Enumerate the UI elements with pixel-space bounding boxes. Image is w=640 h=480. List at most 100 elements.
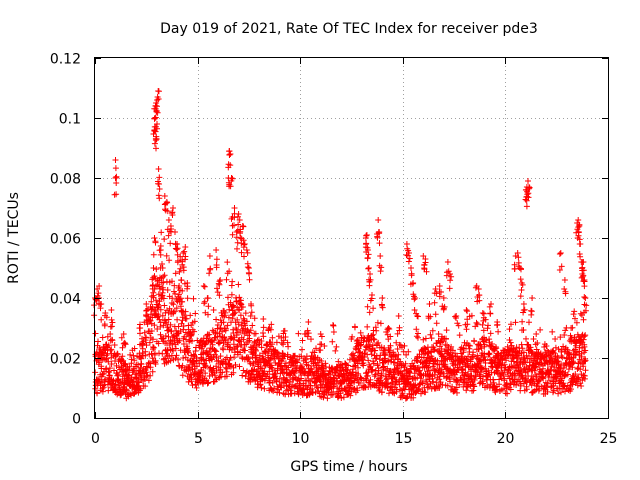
data-point bbox=[224, 365, 230, 372]
data-point bbox=[243, 318, 250, 325]
data-point bbox=[349, 333, 356, 340]
data-point bbox=[170, 301, 177, 308]
data-point bbox=[287, 387, 294, 394]
y-tick-label: 0.06 bbox=[50, 232, 81, 248]
data-point bbox=[258, 375, 265, 382]
data-point bbox=[338, 395, 345, 401]
data-point bbox=[106, 372, 113, 379]
data-point bbox=[236, 307, 243, 314]
data-point bbox=[189, 338, 195, 344]
data-point bbox=[142, 383, 149, 390]
y-tick-label: 0.1 bbox=[59, 112, 81, 128]
data-point bbox=[159, 312, 166, 319]
data-point bbox=[107, 331, 114, 337]
data-point bbox=[217, 325, 224, 331]
data-point bbox=[127, 351, 134, 358]
data-point bbox=[233, 298, 240, 305]
data-point bbox=[357, 329, 364, 336]
data-point bbox=[233, 344, 240, 351]
data-point bbox=[119, 344, 126, 351]
data-point bbox=[214, 285, 220, 292]
data-point bbox=[333, 375, 340, 382]
data-point bbox=[156, 285, 163, 292]
data-point bbox=[251, 338, 258, 345]
data-point bbox=[167, 357, 174, 364]
data-point bbox=[169, 278, 175, 285]
data-point bbox=[163, 252, 170, 259]
data-point bbox=[299, 346, 305, 353]
data-point bbox=[242, 347, 248, 354]
data-point bbox=[235, 337, 242, 344]
data-point bbox=[171, 308, 178, 315]
data-point bbox=[313, 383, 320, 389]
data-point bbox=[351, 352, 358, 359]
data-point bbox=[200, 356, 207, 363]
data-point bbox=[198, 368, 205, 375]
data-point bbox=[92, 369, 99, 376]
data-point bbox=[223, 373, 230, 380]
data-point bbox=[95, 338, 101, 345]
data-point bbox=[313, 345, 319, 352]
data-point bbox=[141, 329, 148, 336]
data-point bbox=[130, 352, 137, 359]
data-point bbox=[144, 364, 151, 371]
data-point bbox=[166, 257, 173, 264]
data-point bbox=[278, 384, 285, 391]
data-point bbox=[146, 339, 153, 346]
data-point bbox=[345, 362, 352, 369]
data-point bbox=[202, 363, 209, 370]
data-point bbox=[242, 310, 249, 317]
data-point bbox=[234, 343, 241, 350]
data-point bbox=[291, 370, 298, 377]
data-point bbox=[145, 359, 152, 366]
data-point bbox=[108, 361, 115, 367]
data-point bbox=[179, 362, 186, 369]
data-point bbox=[192, 310, 199, 317]
data-point bbox=[227, 363, 234, 370]
data-point bbox=[99, 334, 106, 341]
data-point bbox=[230, 303, 237, 310]
data-point bbox=[175, 356, 182, 363]
data-point bbox=[152, 308, 159, 315]
data-point bbox=[268, 321, 275, 328]
data-point bbox=[179, 372, 186, 379]
data-point bbox=[152, 361, 159, 367]
data-point bbox=[355, 364, 361, 371]
data-point bbox=[193, 384, 200, 391]
data-point bbox=[261, 385, 268, 392]
chart-title: Day 019 of 2021, Rate Of TEC Index for r… bbox=[160, 21, 538, 37]
data-point bbox=[159, 289, 166, 296]
data-point bbox=[153, 266, 160, 273]
data-point bbox=[236, 338, 243, 345]
data-point bbox=[128, 356, 135, 363]
data-point bbox=[106, 365, 113, 372]
y-tick-label: 0.08 bbox=[50, 172, 81, 188]
data-point bbox=[162, 333, 169, 339]
data-point bbox=[105, 342, 112, 349]
data-point bbox=[302, 356, 309, 363]
data-point bbox=[105, 368, 112, 375]
data-points bbox=[91, 88, 590, 402]
data-point bbox=[347, 392, 354, 399]
data-point bbox=[182, 308, 189, 315]
data-point bbox=[331, 383, 337, 389]
data-point bbox=[155, 340, 162, 347]
data-point bbox=[188, 374, 195, 381]
data-point bbox=[147, 364, 154, 371]
data-point bbox=[157, 319, 164, 326]
data-point bbox=[131, 357, 138, 364]
data-point bbox=[205, 379, 212, 386]
data-point bbox=[230, 330, 237, 336]
data-point bbox=[232, 309, 239, 316]
y-tick-label: 0.02 bbox=[50, 352, 81, 368]
data-point bbox=[324, 395, 331, 402]
data-point bbox=[246, 335, 253, 342]
data-point bbox=[143, 373, 150, 380]
data-point bbox=[145, 377, 152, 384]
data-point bbox=[226, 268, 233, 275]
data-point bbox=[157, 331, 164, 338]
data-point bbox=[287, 378, 294, 385]
data-point bbox=[180, 341, 187, 347]
data-point bbox=[340, 394, 347, 401]
